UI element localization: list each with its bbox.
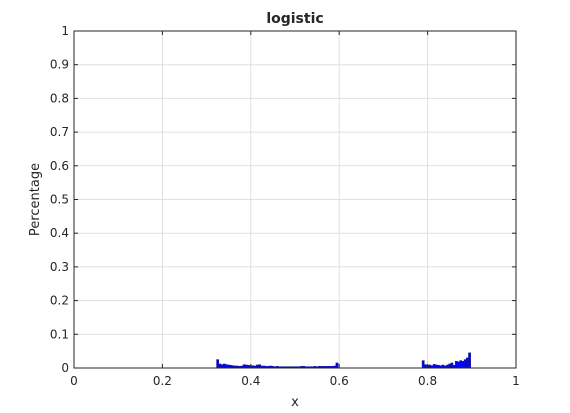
histogram-bar — [242, 364, 246, 369]
histogram-bar — [450, 362, 454, 369]
histogram-bar — [218, 363, 222, 369]
histogram-bar — [421, 360, 425, 369]
y-tick-label: 0.6 — [50, 159, 69, 173]
y-tick-label: 0.2 — [50, 294, 69, 308]
histogram-bar — [448, 363, 452, 369]
y-tick-label: 0.1 — [50, 327, 69, 341]
y-tick-label: 0.9 — [50, 58, 69, 72]
chart-title: logistic — [266, 11, 323, 27]
y-tick-label: 1 — [61, 24, 69, 38]
histogram-bar — [258, 364, 261, 369]
histogram-bar — [457, 361, 460, 369]
histogram-bar — [463, 359, 467, 369]
histogram-bar — [468, 352, 471, 369]
x-tick-label: 0.2 — [153, 374, 172, 388]
y-tick-label: 0.3 — [50, 260, 69, 274]
histogram-bar — [424, 364, 427, 369]
y-tick-label: 0.4 — [50, 226, 69, 240]
histogram-bar — [466, 357, 469, 369]
histogram-bar — [225, 364, 228, 369]
histogram-bar — [216, 359, 220, 369]
histogram-bar — [461, 361, 465, 369]
histogram-bar — [432, 364, 436, 369]
histogram-bar — [222, 363, 226, 369]
y-tick-label: 0 — [61, 361, 69, 375]
axis-ticks: 0 0.2 0.4 0.6 0.8 1 0 0.1 0.2 0.3 0.4 0.5 0.6 0.7 0.8 0… — [50, 24, 520, 388]
x-tick-label: 0 — [70, 374, 78, 388]
x-tick-label: 0.6 — [330, 374, 349, 388]
histogram-bar — [454, 361, 458, 369]
histogram-bar — [335, 362, 339, 369]
y-tick-label: 0.5 — [50, 193, 69, 207]
y-tick-label: 0.7 — [50, 125, 69, 139]
x-tick-label: 0.8 — [418, 374, 437, 388]
y-axis-label: Percentage — [28, 163, 43, 236]
histogram-bar — [220, 364, 224, 369]
x-axis-label: x — [291, 395, 299, 410]
x-tick-label: 1 — [512, 374, 520, 388]
x-tick-label: 0.4 — [241, 374, 260, 388]
histogram-bar — [459, 360, 463, 369]
y-tick-label: 0.8 — [50, 91, 69, 105]
